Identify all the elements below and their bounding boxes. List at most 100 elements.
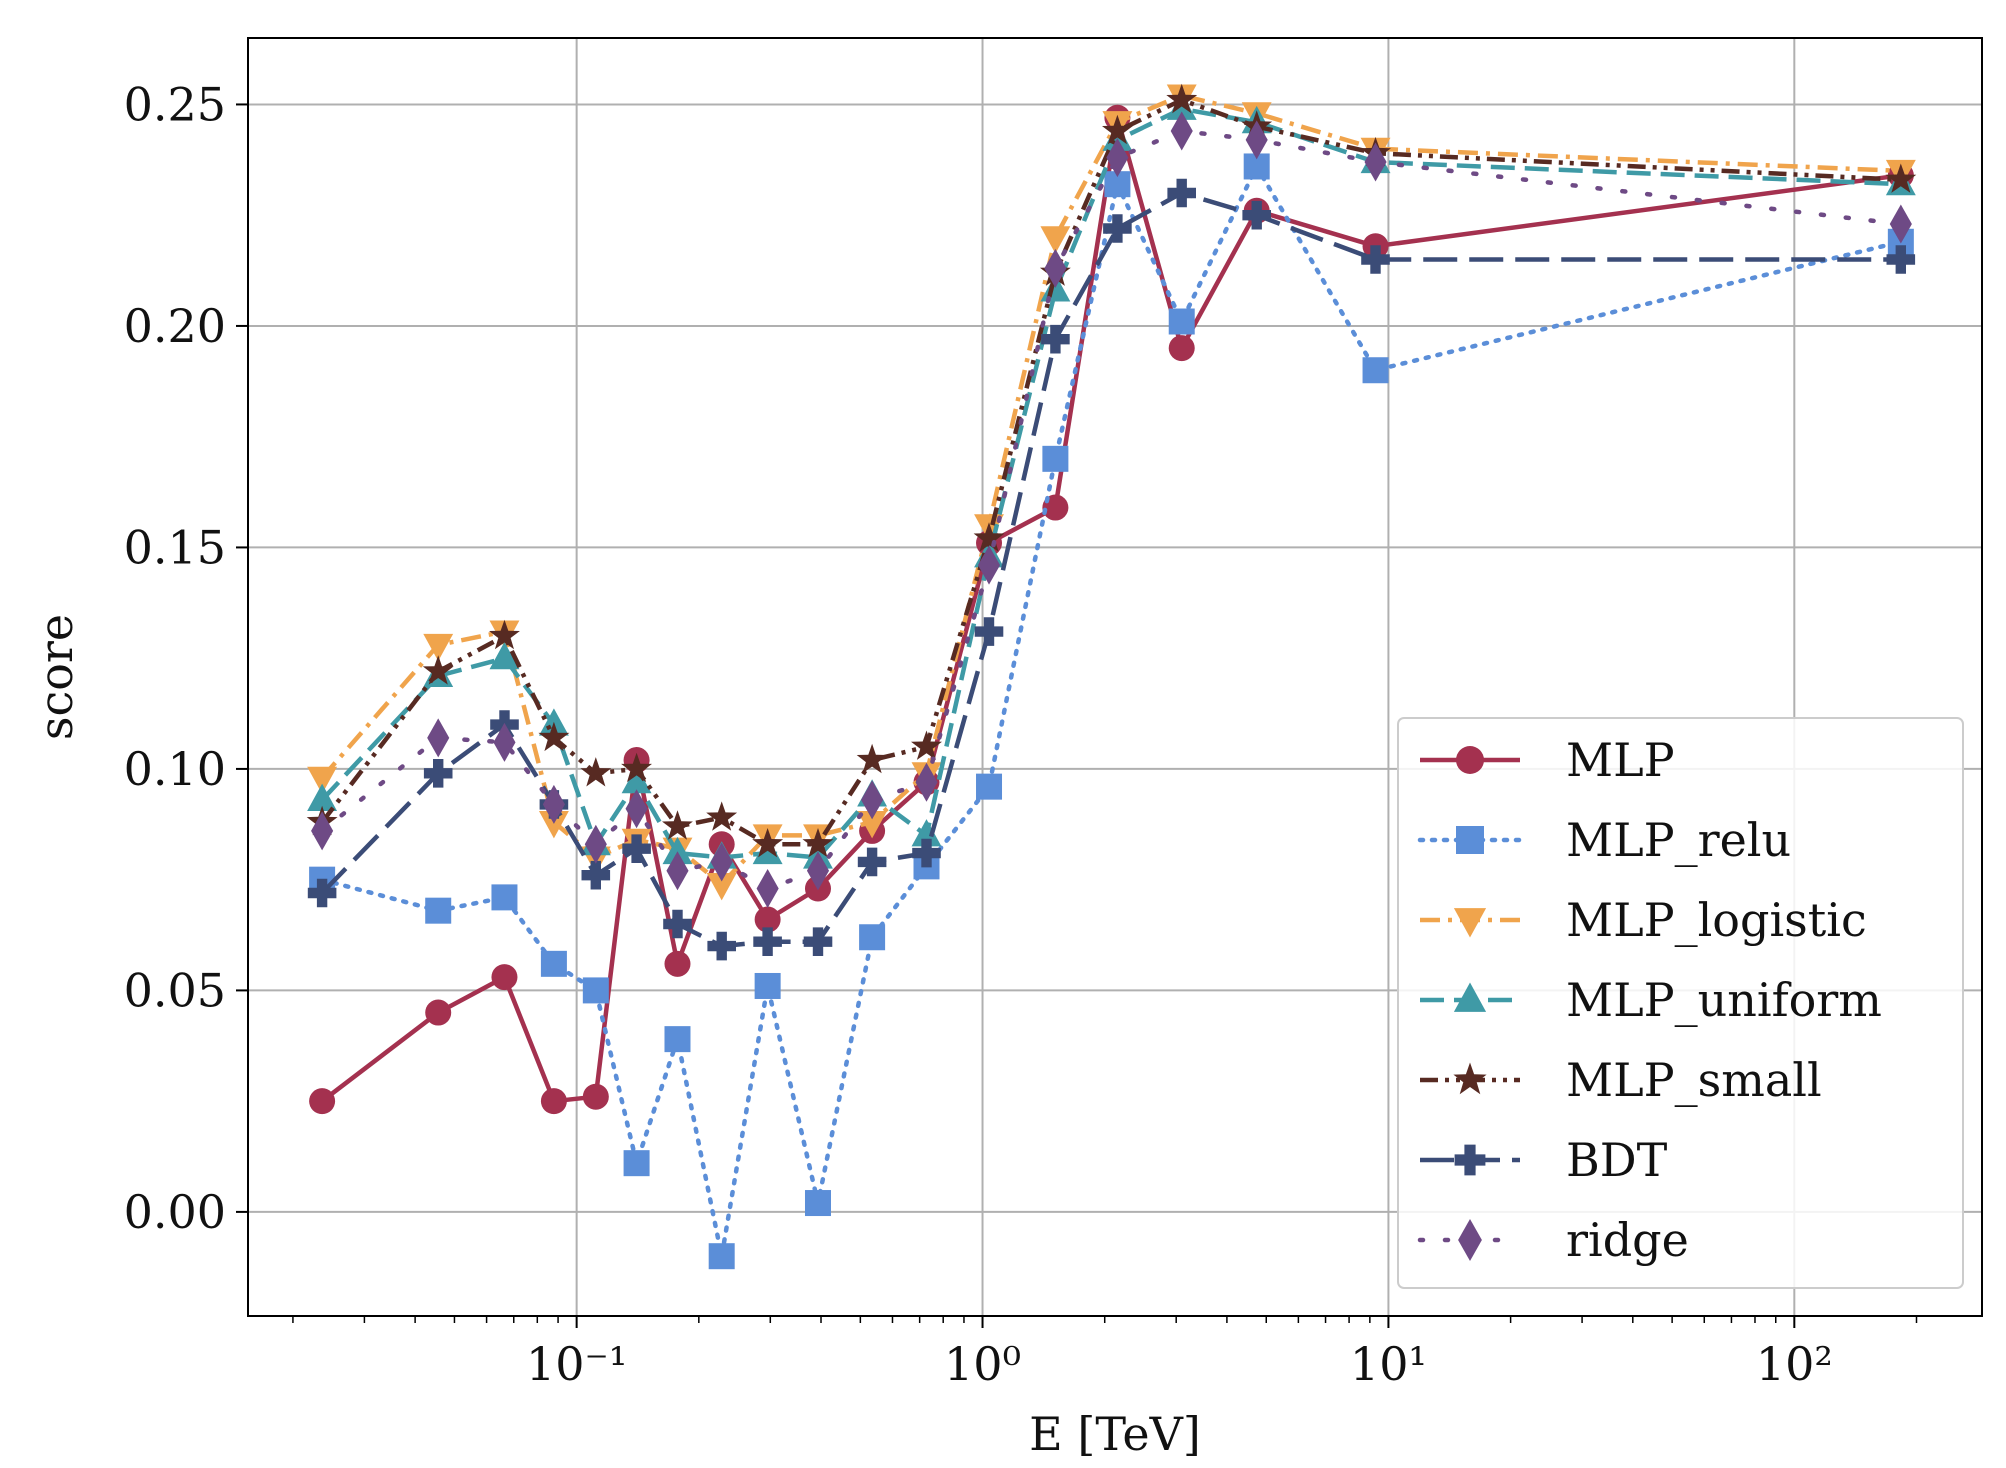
data-point-marker: [621, 765, 652, 794]
data-point-marker: [664, 950, 691, 977]
data-point-marker: [1453, 1062, 1487, 1095]
data-point-marker: [493, 722, 516, 762]
y-tick-label: 0.00: [124, 1185, 226, 1239]
series-ridge: [311, 111, 1912, 909]
data-point-marker: [911, 730, 942, 760]
data-point-marker: [307, 766, 338, 795]
x-tick-label: 10¹: [1350, 1337, 1427, 1391]
y-tick-label: 0.20: [124, 299, 226, 353]
data-point-marker: [1456, 826, 1484, 854]
legend-label: BDT: [1566, 1133, 1668, 1187]
data-point-marker: [621, 752, 652, 783]
data-point-marker: [662, 810, 693, 840]
data-point-marker: [582, 1083, 609, 1110]
data-point-marker: [859, 924, 886, 951]
data-point-marker: [1453, 982, 1487, 1012]
data-point-marker: [580, 757, 612, 787]
legend-item: MLP: [1420, 733, 1675, 787]
data-point-marker: [804, 1190, 831, 1217]
data-point-marker: [752, 828, 784, 858]
legend-item: MLP_logistic: [1420, 893, 1867, 947]
data-point-marker: [1361, 245, 1390, 274]
legend: MLP MLP_relu MLP_logistic MLP_uniform MLP_sm…: [1397, 717, 1964, 1289]
data-point-marker: [423, 759, 453, 788]
data-point-marker: [806, 851, 830, 891]
data-point-marker: [710, 842, 733, 882]
data-point-marker: [584, 824, 607, 864]
data-point-marker: [1453, 908, 1487, 938]
data-point-marker: [1166, 83, 1198, 114]
data-point-marker: [664, 1026, 691, 1053]
data-point-marker: [1168, 308, 1195, 335]
data-point-marker: [977, 545, 1001, 585]
data-point-marker: [1042, 445, 1069, 472]
data-point-marker: [802, 828, 834, 858]
data-point-marker: [861, 780, 884, 820]
data-point-marker: [625, 789, 648, 829]
legend-item: MLP_small: [1420, 1053, 1822, 1107]
data-point-marker: [1456, 746, 1484, 774]
y-tick-label: 0.15: [124, 520, 226, 574]
data-point-marker: [1167, 178, 1196, 208]
data-point-marker: [1885, 163, 1917, 193]
data-point-marker: [540, 950, 567, 977]
data-point-marker: [423, 633, 454, 662]
data-point-marker: [622, 834, 651, 863]
data-point-marker: [538, 721, 570, 752]
legend-item: BDT: [1420, 1133, 1668, 1187]
y-axis-label: score: [29, 614, 83, 740]
legend-label: ridge: [1566, 1213, 1689, 1267]
data-point-marker: [1044, 248, 1067, 288]
legend-label: MLP: [1566, 733, 1675, 787]
data-point-marker: [1889, 204, 1912, 244]
data-point-marker: [1170, 111, 1193, 151]
legend-item: MLP_relu: [1417, 813, 1791, 867]
data-point-marker: [666, 851, 689, 891]
data-point-marker: [489, 641, 520, 670]
data-point-marker: [491, 884, 518, 911]
data-point-marker: [1242, 200, 1271, 230]
x-tick-label: 10⁰: [944, 1337, 1021, 1391]
legend-label: MLP_logistic: [1566, 893, 1867, 947]
plot-frame: [247, 37, 1983, 1317]
data-point-marker: [1364, 142, 1387, 182]
data-point-marker: [623, 1150, 650, 1177]
data-point-marker: [706, 801, 738, 831]
x-tick-label: 10²: [1756, 1337, 1833, 1391]
data-point-marker: [973, 522, 1005, 552]
data-point-marker: [756, 869, 779, 909]
legend-box: [1397, 717, 1964, 1289]
data-point-marker: [707, 931, 736, 961]
data-point-marker: [754, 972, 781, 999]
legend-item: MLP_uniform: [1420, 973, 1882, 1027]
plot-series: [306, 83, 1917, 1270]
legend-item: ridge: [1417, 1213, 1689, 1267]
data-point-marker: [307, 878, 337, 908]
data-point-marker: [540, 1088, 567, 1115]
data-point-marker: [491, 964, 518, 991]
legend-label: MLP_small: [1566, 1053, 1822, 1107]
data-point-marker: [1040, 226, 1071, 254]
data-point-marker: [857, 847, 887, 877]
data-point-marker: [1458, 1219, 1482, 1261]
data-point-marker: [856, 743, 888, 774]
data-point-marker: [542, 784, 565, 824]
data-point-marker: [1245, 120, 1268, 160]
data-point-marker: [582, 977, 609, 1004]
data-point-marker: [911, 819, 942, 847]
data-point-marker: [706, 873, 737, 901]
data-point-marker: [1102, 114, 1133, 145]
data-point-marker: [1886, 245, 1916, 274]
data-point-marker: [1168, 335, 1195, 362]
data-point-marker: [422, 655, 454, 685]
legend-label: MLP_relu: [1566, 813, 1791, 867]
x-axis-label: E [TeV]: [1029, 1407, 1201, 1461]
data-point-marker: [309, 1088, 336, 1115]
legend-label: MLP_uniform: [1566, 973, 1882, 1027]
x-tick-label: 10⁻¹: [526, 1337, 627, 1391]
data-point-marker: [307, 783, 338, 811]
data-point-marker: [425, 999, 452, 1026]
data-point-marker: [754, 906, 781, 933]
data-point-marker: [1103, 214, 1132, 243]
data-point-marker: [974, 617, 1004, 646]
